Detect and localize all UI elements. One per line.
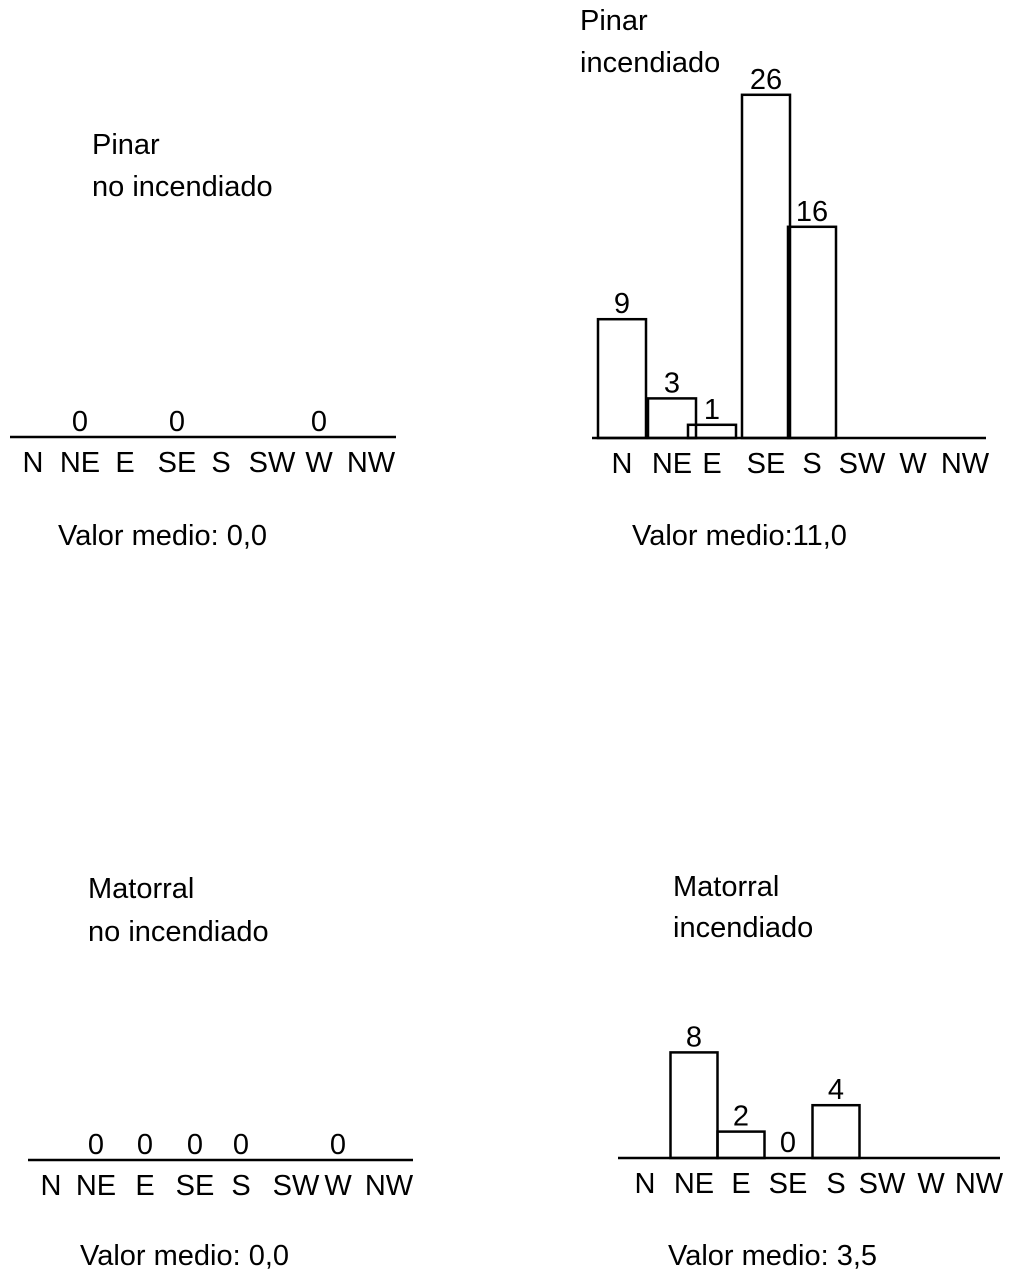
chart-4-title-line-1: Matorral	[673, 871, 780, 903]
chart-1-title-line-2: no incendiado	[92, 171, 273, 203]
chart-2-bar	[646, 397, 698, 440]
chart-3-tick-label: NE	[76, 1170, 116, 1202]
chart-2-bar	[786, 225, 838, 440]
chart-2-title-line-2: incendiado	[580, 47, 721, 79]
chart-2-data-label: 16	[796, 196, 828, 228]
chart-4: N NE 8 E 2 SE 0S 4 SW W NW	[618, 1021, 1004, 1200]
chart-3-tick-label: NW	[365, 1170, 414, 1202]
chart-1-mean-value: Valor medio: 0,0	[58, 520, 268, 552]
chart-1-data-label: 0	[169, 406, 185, 438]
chart-2-tick-label: SW	[839, 448, 886, 480]
chart-2-tick-label: S	[802, 448, 821, 480]
chart-4-bar	[669, 1051, 719, 1160]
chart-2-bar	[740, 93, 792, 440]
chart-4-tick-label: W	[917, 1168, 945, 1200]
chart-2-tick-label: SE	[747, 448, 786, 480]
chart-2: N 9 NE 3 E 1 SE 26 S 16 SW W NW	[592, 64, 990, 480]
chart-3-data-label: 0	[137, 1129, 153, 1161]
chart-1-data-label: 0	[72, 406, 88, 438]
chart-4-data-label: 2	[733, 1101, 749, 1133]
chart-1-tick-label: N	[23, 447, 44, 479]
chart-2-data-label: 3	[664, 367, 680, 399]
chart-1-tick-label: S	[211, 447, 230, 479]
chart-3-tick-label: N	[41, 1170, 62, 1202]
chart-2-tick-label: NE	[652, 448, 692, 480]
chart-2-data-label: 1	[704, 394, 720, 426]
chart-3-tick-label: SW	[273, 1170, 320, 1202]
chart-2-data-label: 9	[614, 288, 630, 320]
chart-3-data-label: 0	[330, 1129, 346, 1161]
chart-3-tick-label: E	[135, 1170, 154, 1202]
chart-2-tick-label: W	[899, 448, 927, 480]
chart-3-tick-label: W	[324, 1170, 352, 1202]
chart-1-tick-label: W	[305, 447, 333, 479]
chart-4-data-label: 4	[828, 1074, 844, 1106]
chart-1-tick-label: E	[115, 447, 134, 479]
chart-3-data-label: 0	[233, 1129, 249, 1161]
chart-4-title-line-2: incendiado	[673, 912, 814, 944]
chart-2-bar	[596, 317, 648, 440]
chart-2-mean-value: Valor medio:11,0	[632, 520, 847, 552]
chart-4-tick-label: NE	[674, 1168, 714, 1200]
chart-3-data-label: 0	[88, 1129, 104, 1161]
chart-4-data-label: 0	[780, 1127, 796, 1159]
chart-2-tick-label: E	[702, 448, 721, 480]
chart-4-tick-label: NW	[955, 1168, 1004, 1200]
chart-3-tick-label: SE	[176, 1170, 215, 1202]
chart-2-title-line-1: Pinar	[580, 5, 648, 37]
chart-4-bar	[716, 1130, 766, 1160]
chart-1-title-line-1: Pinar	[92, 129, 160, 161]
chart-4-mean-value: Valor medio: 3,5	[668, 1240, 878, 1272]
chart-2-data-label: 26	[750, 64, 782, 96]
chart-2-tick-label: N	[612, 448, 633, 480]
chart-4-tick-label: S	[826, 1168, 845, 1200]
chart-4-bar	[811, 1103, 861, 1160]
chart-3-mean-value: Valor medio: 0,0	[80, 1240, 290, 1272]
chart-4-tick-label: N	[635, 1168, 656, 1200]
chart-1-tick-label: NE	[60, 447, 100, 479]
chart-1-data-label: 0	[311, 406, 327, 438]
chart-1-tick-label: SE	[158, 447, 197, 479]
chart-4-tick-label: SE	[769, 1168, 808, 1200]
chart-4-tick-label: SW	[859, 1168, 906, 1200]
chart-3-tick-label: S	[231, 1170, 250, 1202]
chart-1-tick-label: NW	[347, 447, 396, 479]
chart-2-bar	[686, 423, 738, 440]
chart-1-tick-label: SW	[249, 447, 296, 479]
chart-4-tick-label: E	[731, 1168, 750, 1200]
chart-3-data-label: 0	[187, 1129, 203, 1161]
chart-2-tick-label: NW	[941, 448, 990, 480]
chart-3-title-line-2: no incendiado	[88, 916, 269, 948]
chart-3-title-line-1: Matorral	[88, 873, 195, 905]
chart-4-data-label: 8	[686, 1021, 702, 1053]
